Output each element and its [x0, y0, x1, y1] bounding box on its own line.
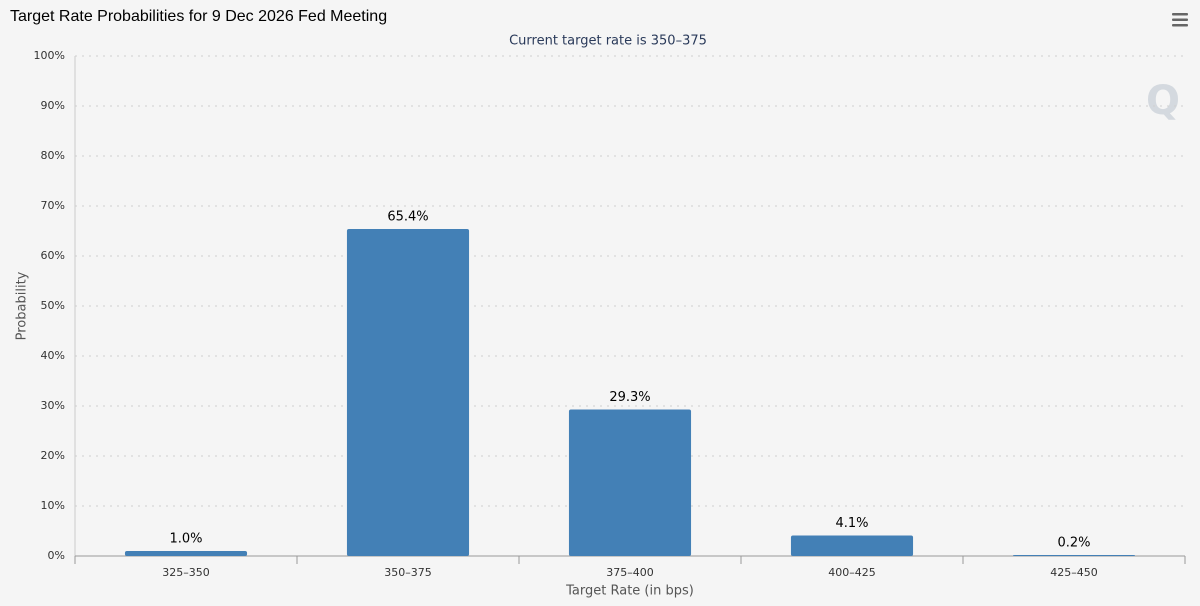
y-axis-label: Probability	[15, 271, 30, 340]
y-tick-label: 100%	[34, 49, 65, 62]
x-tick-label: 350–375	[384, 566, 432, 579]
y-tick-label: 70%	[41, 199, 65, 212]
data-label: 1.0%	[169, 532, 202, 547]
y-tick-label: 50%	[41, 299, 65, 312]
x-tick-label: 425–450	[1050, 566, 1098, 579]
x-tick-label: 325–350	[162, 566, 210, 579]
y-tick-label: 30%	[41, 399, 65, 412]
bar	[568, 409, 692, 556]
menu-bar	[1172, 13, 1188, 16]
y-tick-label: 90%	[41, 99, 65, 112]
y-tick-label: 20%	[41, 449, 65, 462]
x-tick-label: 375–400	[606, 566, 654, 579]
y-tick-label: 60%	[41, 249, 65, 262]
y-tick-label: 10%	[41, 499, 65, 512]
bar	[346, 229, 470, 556]
data-label: 4.1%	[835, 516, 868, 531]
chart-subtitle: Current target rate is 350–375	[509, 34, 707, 49]
data-label: 29.3%	[609, 390, 650, 405]
chart-title: Target Rate Probabilities for 9 Dec 2026…	[10, 8, 387, 25]
bar	[790, 535, 914, 556]
menu-bar	[1172, 24, 1188, 27]
bar	[124, 551, 248, 556]
menu-bar	[1172, 18, 1188, 21]
y-tick-label: 0%	[48, 549, 65, 562]
x-tick-label: 400–425	[828, 566, 876, 579]
x-axis-label: Target Rate (in bps)	[565, 584, 694, 599]
bar	[1012, 555, 1136, 556]
data-label: 0.2%	[1057, 536, 1090, 551]
logo: Q	[1146, 78, 1180, 124]
y-tick-label: 40%	[41, 349, 65, 362]
menu-icon[interactable]	[1172, 13, 1188, 27]
data-label: 65.4%	[387, 210, 428, 225]
y-tick-label: 80%	[41, 149, 65, 162]
